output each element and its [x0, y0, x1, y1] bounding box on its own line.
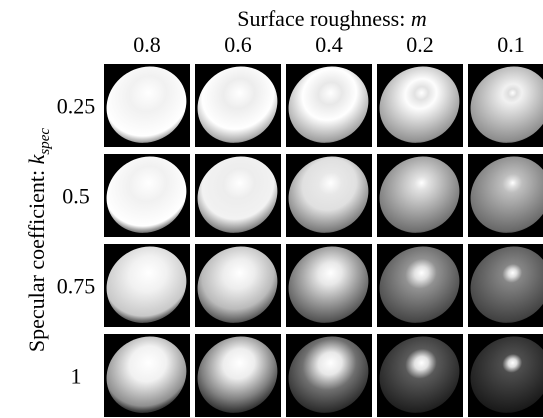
row-title-subscript: spec — [37, 128, 53, 155]
row-label: 0.75 — [57, 274, 96, 299]
figure: Surface roughness: m Specular coefficien… — [0, 0, 543, 418]
title-symbol: m — [411, 6, 427, 31]
column-label: 0.8 — [133, 32, 161, 57]
column-label: 0.6 — [224, 32, 252, 57]
figure-title: Surface roughness: m — [237, 6, 426, 31]
row-label: 0.5 — [62, 184, 90, 209]
page: Surface roughness: m Specular coefficien… — [0, 0, 543, 418]
column-label: 0.4 — [315, 32, 343, 57]
column-label: 0.1 — [497, 32, 525, 57]
row-axis-title: Specular coefficient: kspec — [24, 128, 53, 352]
row-title-text: Specular coefficient: — [24, 170, 49, 352]
row-label: 0.25 — [57, 94, 96, 119]
row-label: 1 — [71, 364, 82, 389]
title-text: Surface roughness: — [237, 6, 405, 31]
column-label: 0.2 — [406, 32, 434, 57]
